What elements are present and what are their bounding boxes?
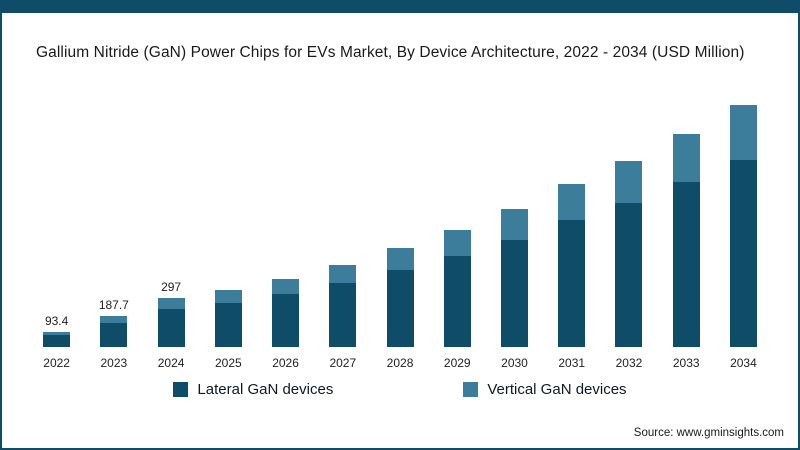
- bar-stack: [214, 290, 242, 348]
- x-axis-tick-label: 2030: [501, 356, 528, 371]
- x-axis-tick-label: 2028: [386, 356, 414, 371]
- x-axis-tick-label: 2022: [43, 356, 70, 371]
- bar-segment-vertical-gan: [329, 264, 357, 284]
- bar-stack: [672, 133, 700, 348]
- bar-group: 2032: [600, 161, 657, 371]
- legend-swatch-vertical: [463, 382, 479, 398]
- bar-segment-lateral-gan: [443, 256, 471, 348]
- bar-stack: [558, 183, 586, 348]
- bar-segment-vertical-gan: [500, 208, 528, 240]
- bar-value-label: 297: [161, 279, 182, 294]
- bar-group: 2027: [314, 264, 371, 371]
- bar-chart-plot-area: 93.4 2022 187.7 2023 297 2024 2025 2026 2027 2028…: [2, 77, 798, 371]
- x-axis-tick-label: 2029: [443, 356, 471, 371]
- bar-group: 2029: [429, 229, 486, 371]
- x-axis-tick-label: 2023: [100, 356, 128, 371]
- bar-stack: [386, 247, 414, 348]
- bar-stack: [500, 208, 528, 348]
- bar-segment-vertical-gan: [100, 315, 128, 323]
- x-axis-tick-label: 2031: [558, 356, 586, 371]
- x-axis-tick-label: 2026: [272, 356, 299, 371]
- bar-value-label: 187.7: [98, 297, 129, 312]
- bar-value-label: 93.4: [44, 313, 69, 328]
- chart-title: Gallium Nitride (GaN) Power Chips for EV…: [36, 44, 745, 61]
- bar-segment-vertical-gan: [214, 290, 242, 304]
- bar-segment-vertical-gan: [443, 229, 471, 257]
- bar-group: 2030: [486, 208, 543, 371]
- bar-stack: [157, 297, 185, 348]
- legend: Lateral GaN devices Vertical GaN devices: [2, 381, 798, 398]
- bar-segment-lateral-gan: [272, 294, 300, 348]
- x-axis-tick-label: 2032: [615, 356, 643, 371]
- bar-segment-vertical-gan: [43, 331, 71, 336]
- bar-group: 2033: [658, 133, 715, 371]
- bar-group: 2034: [715, 105, 772, 371]
- bar-segment-vertical-gan: [729, 105, 757, 160]
- legend-item-lateral: Lateral GaN devices: [173, 381, 333, 398]
- bar-group: 2026: [257, 278, 314, 371]
- legend-label-vertical: Vertical GaN devices: [487, 381, 627, 399]
- bar-segment-vertical-gan: [157, 297, 185, 309]
- x-axis-tick-label: 2025: [214, 356, 242, 371]
- bar-stack: [272, 278, 300, 348]
- x-axis-tick-label: 2024: [157, 356, 185, 371]
- bar-stack: [729, 105, 757, 348]
- bar-stack: [329, 264, 357, 348]
- bar-segment-vertical-gan: [615, 161, 643, 204]
- bar-segment-lateral-gan: [214, 303, 242, 348]
- bar-group: 2031: [543, 183, 600, 371]
- bar-segment-lateral-gan: [500, 239, 528, 348]
- bar-segment-vertical-gan: [386, 247, 414, 271]
- bar-stack: [443, 229, 471, 348]
- bar-segment-lateral-gan: [386, 270, 414, 348]
- bar-segment-vertical-gan: [558, 183, 586, 221]
- bar-stack: [615, 161, 643, 348]
- bar-segment-vertical-gan: [672, 133, 700, 182]
- bar-segment-lateral-gan: [672, 181, 700, 348]
- bar-group: 93.4 2022: [28, 314, 85, 370]
- bar-stack: [100, 315, 128, 348]
- bar-segment-lateral-gan: [100, 322, 128, 348]
- bar-segment-lateral-gan: [729, 159, 757, 348]
- bar-stack: [43, 331, 71, 348]
- accent-top-bar: [2, 2, 798, 13]
- source-text: Source: www.gminsights.com: [633, 427, 784, 439]
- bar-group: 2025: [200, 290, 257, 371]
- x-axis-tick-label: 2027: [329, 356, 357, 371]
- bar-group: 297 2024: [142, 279, 199, 371]
- legend-label-lateral: Lateral GaN devices: [197, 381, 334, 399]
- bar-segment-lateral-gan: [329, 283, 357, 348]
- bar-group: 187.7 2023: [85, 297, 142, 371]
- bar-group: 2028: [371, 247, 428, 371]
- bar-segment-lateral-gan: [157, 308, 185, 348]
- legend-item-vertical: Vertical GaN devices: [463, 381, 627, 399]
- bar-segment-lateral-gan: [43, 335, 71, 348]
- x-axis-tick-label: 2034: [730, 356, 757, 371]
- x-axis-tick-label: 2033: [672, 356, 700, 371]
- bar-segment-vertical-gan: [272, 278, 300, 295]
- bar-segment-lateral-gan: [558, 220, 586, 348]
- legend-swatch-lateral: [173, 382, 189, 398]
- bar-segment-lateral-gan: [615, 203, 643, 348]
